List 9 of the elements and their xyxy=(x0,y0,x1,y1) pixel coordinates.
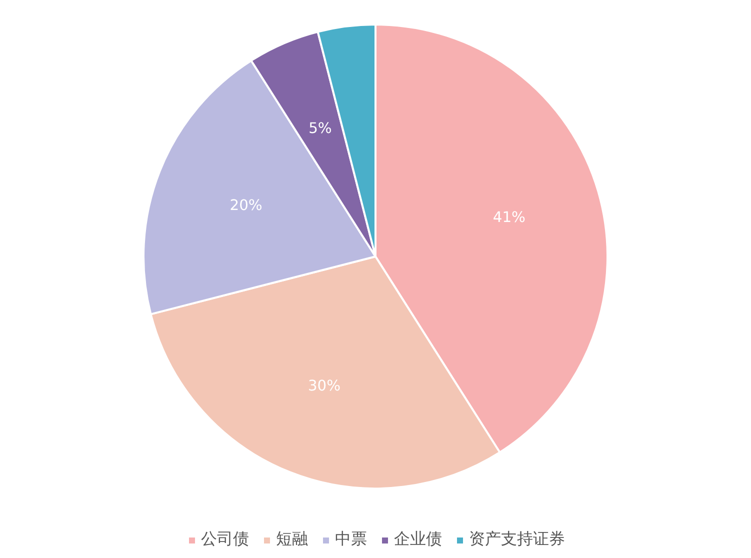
data-label: 5% xyxy=(308,120,332,138)
data-label: 20% xyxy=(230,196,262,214)
legend-label: 企业债 xyxy=(394,529,442,550)
data-label: 41% xyxy=(492,209,526,226)
legend-label: 中票 xyxy=(335,529,367,550)
legend-label: 短融 xyxy=(276,529,308,550)
legend-label: 资产支持证券 xyxy=(469,529,565,550)
data-label: 30% xyxy=(308,377,341,394)
legend-label: 公司债 xyxy=(201,529,249,550)
